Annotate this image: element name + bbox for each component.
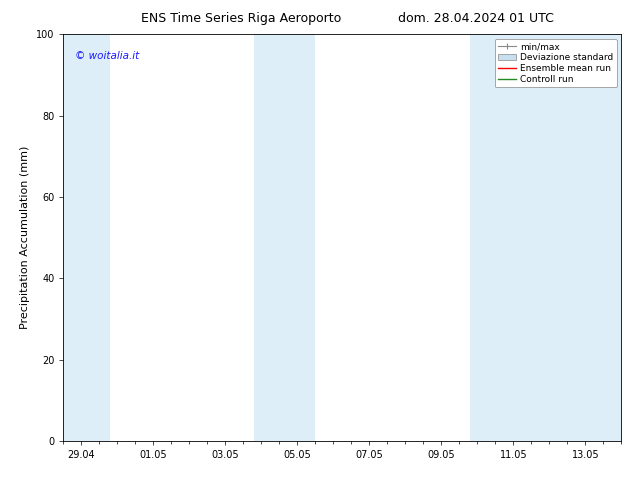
Text: ENS Time Series Riga Aeroporto: ENS Time Series Riga Aeroporto — [141, 12, 341, 25]
Text: © woitalia.it: © woitalia.it — [75, 50, 139, 61]
Bar — [254, 34, 315, 441]
Bar — [470, 34, 621, 441]
Y-axis label: Precipitation Accumulation (mm): Precipitation Accumulation (mm) — [20, 146, 30, 329]
Bar — [63, 34, 110, 441]
Legend: min/max, Deviazione standard, Ensemble mean run, Controll run: min/max, Deviazione standard, Ensemble m… — [495, 39, 617, 87]
Text: dom. 28.04.2024 01 UTC: dom. 28.04.2024 01 UTC — [398, 12, 553, 25]
